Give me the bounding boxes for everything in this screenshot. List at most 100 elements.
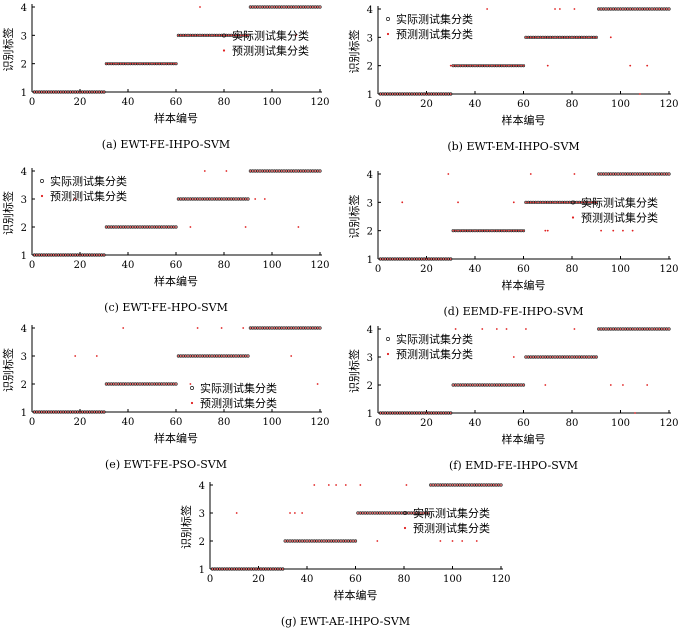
x-tick-label: 0: [375, 418, 381, 429]
predicted-point: [256, 6, 259, 8]
predicted-point: [273, 170, 276, 172]
predicted-point: [252, 6, 254, 8]
predicted-point: [362, 512, 364, 514]
predicted-point: [423, 412, 425, 414]
y-tick-label: 4: [367, 170, 373, 181]
legend-label-actual: 实际测试集分类: [232, 29, 309, 43]
predicted-point: [64, 254, 67, 256]
predicted-outlier-point: [486, 8, 489, 10]
predicted-outlier-point: [451, 540, 454, 542]
predicted-point: [580, 201, 583, 204]
predicted-point: [665, 8, 668, 10]
predicted-point: [223, 355, 225, 357]
predicted-point: [437, 412, 440, 414]
predicted-point: [549, 36, 551, 39]
predicted-point: [96, 411, 98, 413]
predicted-point: [40, 411, 43, 413]
predicted-point: [493, 384, 496, 386]
predicted-point: [663, 173, 665, 175]
series-actual: [378, 7, 671, 96]
predicted-point: [192, 198, 194, 200]
predicted-point: [408, 512, 410, 514]
predicted-point: [216, 198, 218, 200]
predicted-point: [296, 540, 299, 542]
series-predicted: [33, 6, 321, 93]
predicted-point: [488, 384, 491, 386]
predicted-point: [520, 384, 522, 386]
panel-caption: (c) EWT-FE-HPO-SVM: [104, 301, 228, 314]
predicted-point: [471, 384, 474, 386]
predicted-point: [86, 411, 88, 413]
panel-caption: (a) EWT-FE-IHPO-SVM: [102, 138, 230, 151]
predicted-point: [240, 34, 242, 37]
predicted-point: [225, 34, 228, 37]
predicted-point: [386, 93, 389, 95]
hollow-circle-icon: [386, 17, 390, 21]
actual-point: [318, 326, 322, 330]
predicted-point: [653, 8, 656, 10]
predicted-point: [503, 229, 505, 232]
predicted-point: [568, 201, 571, 204]
predicted-point: [457, 64, 459, 67]
predicted-point: [240, 568, 243, 570]
predicted-outlier-point: [447, 173, 450, 175]
predicted-point: [668, 8, 670, 10]
predicted-point: [423, 258, 425, 260]
predicted-outlier-point: [220, 327, 223, 329]
predicted-point: [199, 355, 201, 357]
predicted-point: [242, 34, 244, 37]
predicted-point: [312, 327, 314, 329]
predicted-point: [510, 229, 513, 232]
predicted-point: [389, 258, 391, 260]
legend-label-predicted: 预测测试集分类: [232, 44, 309, 58]
predicted-point: [72, 254, 74, 256]
legend-label-actual: 实际测试集分类: [396, 332, 473, 346]
predicted-point: [396, 412, 399, 414]
predicted-point: [274, 568, 277, 570]
predicted-point: [290, 170, 292, 172]
predicted-point: [500, 229, 503, 232]
predicted-outlier-point: [475, 540, 478, 542]
predicted-point: [493, 64, 496, 67]
predicted-point: [230, 355, 232, 357]
predicted-point: [413, 93, 416, 95]
predicted-point: [658, 8, 661, 10]
chart-panel-6: 0 20 40 60 80 100 120 1 2 3 4 样本编号 识别标签 实际测试集分类预测测试集分…: [347, 325, 679, 472]
predicted-point: [442, 412, 445, 414]
predicted-point: [430, 258, 433, 260]
x-tick-label: 0: [375, 264, 381, 275]
predicted-point: [81, 411, 84, 413]
predicted-point: [117, 62, 120, 65]
predicted-point: [332, 540, 335, 542]
predicted-point: [201, 198, 204, 200]
predicted-point: [55, 91, 57, 93]
predicted-point: [256, 327, 259, 329]
predicted-point: [129, 62, 132, 65]
x-tick-label: 0: [29, 260, 35, 271]
predicted-point: [88, 91, 91, 93]
y-tick-label: 1: [21, 88, 27, 99]
predicted-point: [52, 91, 55, 93]
predicted-point: [297, 6, 300, 8]
predicted-point: [156, 383, 158, 385]
predicted-outlier-point: [439, 540, 442, 542]
actual-point: [174, 382, 178, 386]
predicted-point: [483, 229, 486, 232]
y-tick-label: 3: [21, 31, 27, 42]
predicted-point: [542, 36, 544, 39]
predicted-point: [445, 93, 447, 95]
predicted-point: [180, 355, 182, 357]
predicted-point: [139, 226, 141, 228]
predicted-point: [595, 356, 597, 358]
predicted-point: [474, 384, 476, 386]
predicted-point: [307, 170, 309, 172]
predicted-point: [62, 254, 64, 256]
predicted-point: [619, 8, 622, 10]
predicted-point: [515, 384, 517, 386]
predicted-point: [382, 258, 384, 260]
x-axis-label: 样本编号: [502, 278, 546, 292]
predicted-point: [634, 173, 636, 175]
actual-point: [246, 354, 250, 358]
